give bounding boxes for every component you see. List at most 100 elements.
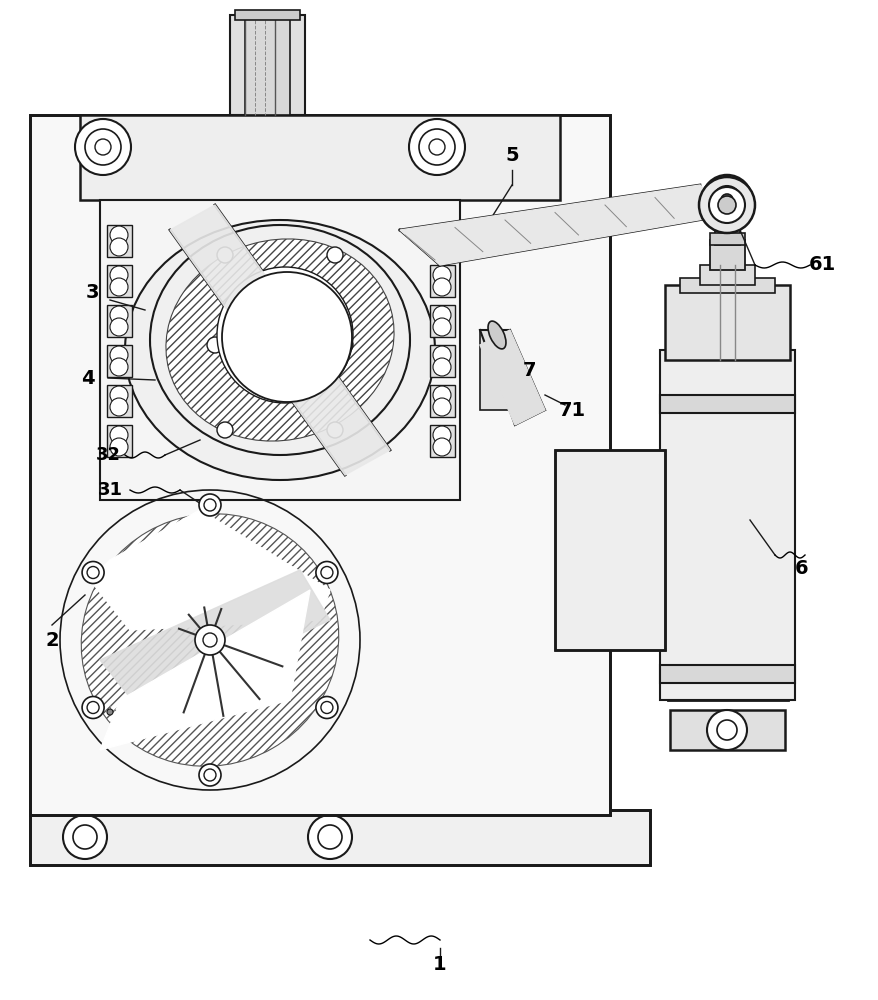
- Circle shape: [336, 337, 353, 353]
- Bar: [30, 810, 649, 865]
- Bar: [107, 305, 132, 337]
- Circle shape: [698, 177, 754, 233]
- Bar: [107, 385, 132, 417]
- Polygon shape: [100, 590, 310, 750]
- Bar: [429, 345, 455, 377]
- Circle shape: [82, 696, 104, 718]
- Bar: [30, 115, 609, 815]
- Bar: [429, 385, 455, 417]
- Circle shape: [217, 422, 233, 438]
- Circle shape: [433, 306, 450, 324]
- Bar: [714, 220, 739, 245]
- Bar: [107, 425, 132, 457]
- Circle shape: [110, 266, 128, 284]
- Text: 31: 31: [97, 481, 122, 499]
- Circle shape: [433, 238, 450, 256]
- Bar: [659, 395, 794, 413]
- Bar: [107, 265, 132, 297]
- Text: 61: 61: [808, 255, 835, 274]
- Polygon shape: [479, 330, 544, 425]
- Polygon shape: [100, 570, 329, 710]
- Circle shape: [315, 696, 337, 718]
- Circle shape: [433, 226, 450, 244]
- Circle shape: [82, 562, 104, 584]
- Circle shape: [217, 247, 233, 263]
- Circle shape: [110, 358, 128, 376]
- Circle shape: [75, 119, 131, 175]
- Bar: [479, 330, 509, 410]
- Bar: [667, 360, 787, 700]
- Bar: [429, 425, 455, 457]
- Bar: [680, 278, 774, 293]
- Circle shape: [110, 278, 128, 296]
- Ellipse shape: [487, 321, 506, 349]
- Circle shape: [433, 318, 450, 336]
- Bar: [245, 15, 290, 115]
- Circle shape: [110, 386, 128, 404]
- Circle shape: [702, 175, 752, 225]
- Bar: [429, 225, 455, 257]
- Bar: [665, 285, 789, 360]
- Circle shape: [110, 346, 128, 364]
- Circle shape: [110, 438, 128, 456]
- Polygon shape: [90, 510, 329, 630]
- Circle shape: [433, 386, 450, 404]
- Text: 7: 7: [522, 360, 536, 379]
- Bar: [230, 15, 305, 115]
- Bar: [659, 665, 794, 683]
- Bar: [699, 265, 754, 285]
- Circle shape: [433, 398, 450, 416]
- Bar: [100, 200, 459, 500]
- Bar: [107, 345, 132, 377]
- Circle shape: [107, 709, 113, 715]
- Bar: [669, 710, 784, 750]
- Bar: [429, 265, 455, 297]
- Bar: [30, 810, 649, 865]
- Text: 4: 4: [81, 368, 95, 387]
- Text: 32: 32: [96, 446, 120, 464]
- Circle shape: [709, 187, 745, 223]
- Text: 2: 2: [45, 630, 59, 650]
- Circle shape: [433, 346, 450, 364]
- Ellipse shape: [166, 239, 393, 441]
- Circle shape: [63, 815, 107, 859]
- Bar: [80, 115, 559, 200]
- Circle shape: [222, 272, 351, 402]
- Bar: [659, 350, 794, 700]
- Circle shape: [327, 422, 342, 438]
- Bar: [234, 10, 299, 20]
- Circle shape: [217, 267, 353, 403]
- Polygon shape: [169, 205, 390, 475]
- Bar: [709, 240, 745, 270]
- Circle shape: [110, 426, 128, 444]
- Circle shape: [110, 318, 128, 336]
- Circle shape: [433, 278, 450, 296]
- Ellipse shape: [150, 225, 409, 455]
- Circle shape: [433, 438, 450, 456]
- Circle shape: [720, 194, 732, 206]
- Circle shape: [717, 196, 735, 214]
- Text: 6: 6: [795, 558, 808, 578]
- Circle shape: [110, 226, 128, 244]
- Bar: [30, 115, 609, 815]
- Bar: [554, 450, 665, 650]
- Circle shape: [110, 398, 128, 416]
- Bar: [554, 450, 665, 650]
- Circle shape: [206, 337, 223, 353]
- Circle shape: [433, 426, 450, 444]
- Circle shape: [433, 358, 450, 376]
- Circle shape: [408, 119, 464, 175]
- Text: 1: 1: [433, 955, 446, 974]
- Bar: [429, 305, 455, 337]
- Polygon shape: [399, 185, 726, 265]
- Circle shape: [315, 562, 337, 584]
- Circle shape: [195, 625, 225, 655]
- Circle shape: [55, 485, 364, 795]
- Circle shape: [110, 238, 128, 256]
- Circle shape: [110, 306, 128, 324]
- Text: 3: 3: [85, 284, 98, 302]
- Circle shape: [706, 710, 746, 750]
- Circle shape: [198, 494, 220, 516]
- Bar: [107, 225, 132, 257]
- Circle shape: [198, 764, 220, 786]
